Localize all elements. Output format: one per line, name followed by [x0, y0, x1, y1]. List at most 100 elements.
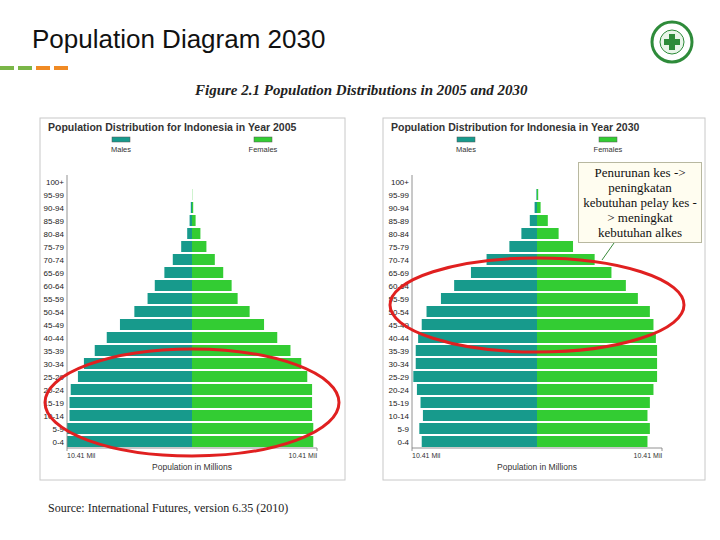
- x-axis-label: Population in Millions: [497, 462, 577, 472]
- bar: [187, 228, 192, 239]
- category-label: 100+: [391, 178, 409, 187]
- decor-bar: [36, 66, 50, 70]
- source: Source: International Futures, version 6…: [48, 501, 288, 515]
- bar: [192, 293, 238, 304]
- bar: [192, 215, 196, 226]
- bar: [413, 371, 537, 382]
- category-label: 85-89: [44, 217, 65, 226]
- legend-swatch: [112, 137, 130, 142]
- x-tick-label: 10.41 Mil: [67, 452, 96, 459]
- category-label: 10-14: [389, 412, 410, 421]
- bar: [422, 319, 537, 330]
- bar: [192, 306, 250, 317]
- bar: [537, 397, 650, 408]
- bar: [190, 215, 192, 226]
- x-axis-label: Population in Millions: [152, 462, 232, 472]
- bar: [78, 371, 192, 382]
- category-label: 80-84: [44, 230, 65, 239]
- bar: [192, 254, 215, 265]
- bar: [509, 241, 537, 252]
- bar: [535, 202, 537, 213]
- bar: [471, 267, 537, 278]
- bar: [537, 202, 541, 213]
- bar: [173, 254, 192, 265]
- bar: [537, 332, 656, 343]
- category-label: 35-39: [389, 347, 410, 356]
- bar: [537, 436, 647, 447]
- bar: [421, 397, 537, 408]
- bar: [70, 397, 192, 408]
- legend-label: Females: [594, 145, 623, 154]
- bar: [521, 228, 537, 239]
- bar: [537, 410, 647, 421]
- category-label: 20-24: [389, 386, 410, 395]
- highlight-ellipse: [45, 349, 339, 456]
- bar: [537, 358, 657, 369]
- highlight-ellipse: [390, 258, 684, 352]
- category-label: 25-29: [389, 373, 410, 382]
- category-label: 85-89: [389, 217, 410, 226]
- bar: [537, 371, 657, 382]
- category-label: 95-99: [44, 191, 65, 200]
- bar: [417, 384, 537, 395]
- bar: [419, 423, 537, 434]
- chart: Population Distribution for Indonesia in…: [40, 118, 345, 480]
- bar: [148, 293, 192, 304]
- callout-pointer: [602, 243, 614, 260]
- annotation: Penurunan kes -> peningkatan kebutuhan p…: [578, 162, 702, 243]
- category-label: 75-79: [389, 243, 410, 252]
- bar: [134, 306, 192, 317]
- bar: [192, 397, 312, 408]
- legend-label: Males: [111, 145, 131, 154]
- legend-swatch: [599, 137, 617, 142]
- bar: [192, 176, 193, 187]
- category-label: 15-19: [389, 399, 410, 408]
- x-tick: [317, 448, 318, 451]
- category-label: 0-4: [397, 438, 409, 447]
- legend-swatch: [457, 137, 475, 142]
- bar: [536, 189, 538, 200]
- bar: [537, 189, 538, 200]
- x-tick: [412, 448, 413, 451]
- bar: [192, 189, 193, 200]
- chart-title: Population Distribution for Indonesia in…: [48, 121, 297, 133]
- bar: [427, 306, 537, 317]
- bar: [537, 293, 638, 304]
- logo-ring: [652, 22, 692, 62]
- y-axis: [412, 175, 413, 448]
- chart-title: Population Distribution for Indonesia in…: [391, 121, 640, 133]
- category-label: 0-4: [52, 438, 64, 447]
- bar: [537, 241, 573, 252]
- category-label: 5-9: [397, 425, 409, 434]
- bar: [192, 267, 223, 278]
- bar: [192, 423, 313, 434]
- category-label: 40-44: [389, 334, 410, 343]
- bar: [67, 423, 192, 434]
- category-label: 40-44: [44, 334, 65, 343]
- category-label: 65-69: [44, 269, 65, 278]
- bar: [107, 332, 192, 343]
- figure-caption: Figure 2.1 Population Distributions in 2…: [194, 82, 528, 98]
- bar: [192, 176, 193, 187]
- bar: [537, 306, 650, 317]
- bars: [67, 189, 313, 447]
- bar: [422, 436, 537, 447]
- category-label: 30-34: [389, 360, 410, 369]
- bar: [537, 176, 538, 187]
- bar: [192, 189, 193, 200]
- logo-inner: [660, 30, 684, 54]
- bar: [530, 215, 537, 226]
- x-tick-label: 10.41 Mil: [634, 452, 663, 459]
- x-tick-label: 10.41 Mil: [289, 452, 318, 459]
- legend-label: Females: [249, 145, 278, 154]
- category-label: 50-54: [44, 308, 65, 317]
- bar: [537, 215, 548, 226]
- slide: Population Diagram 2030Figure 2.1 Popula…: [0, 0, 720, 540]
- bar: [537, 319, 653, 330]
- category-label: 30-34: [44, 360, 65, 369]
- category-label: 70-74: [389, 256, 410, 265]
- panel-frame: [383, 118, 705, 480]
- logo-cross: [664, 39, 680, 45]
- legend-swatch: [254, 137, 272, 142]
- bar: [70, 410, 192, 421]
